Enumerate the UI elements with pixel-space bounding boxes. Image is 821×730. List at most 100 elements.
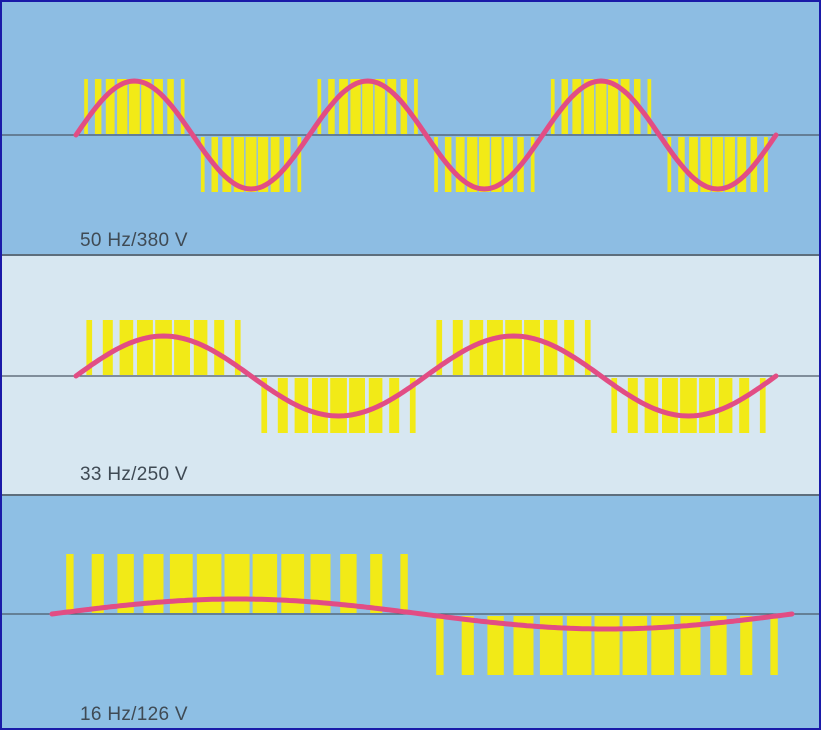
- pwm-pulse-bar: [193, 320, 208, 375]
- pwm-pulse-bar: [436, 320, 443, 375]
- pwm-pulse-bar: [409, 378, 416, 433]
- pwm-pulse-bar: [651, 616, 675, 675]
- pwm-pulse-bar: [504, 137, 513, 192]
- panel-label-16hz: 16 Hz/126 V: [80, 704, 188, 725]
- pwm-pulse-bar: [539, 616, 563, 675]
- pwm-pulse-bar: [622, 616, 648, 675]
- pwm-pulse-bar: [330, 378, 347, 433]
- sine-wave-output: [73, 78, 779, 192]
- pwm-pulse-bar: [233, 137, 245, 192]
- pwm-pulse-bar: [297, 137, 302, 192]
- pwm-pulse-bar: [222, 137, 232, 192]
- pwm-pulse-bar: [487, 616, 504, 675]
- pwm-pulse-bar: [143, 554, 164, 613]
- pwm-pulse-bar: [627, 378, 638, 433]
- pwm-pulse-bar: [564, 320, 575, 375]
- pwm-pulse-bar: [374, 79, 385, 134]
- pwm-pulse-bar: [667, 137, 672, 192]
- pwm-waveform-50hz: [2, 78, 819, 192]
- pwm-waveform-16hz: [2, 554, 819, 675]
- pwm-pulse-bar: [710, 616, 727, 675]
- pwm-pulse-bar: [524, 320, 540, 375]
- pwm-pulse-bar: [759, 378, 766, 433]
- pwm-pulse-bar: [607, 79, 619, 134]
- panel-16hz: 16 Hz/126 V: [2, 496, 819, 728]
- pwm-pulse-bar: [770, 616, 778, 675]
- pwm-pulse-bar: [594, 616, 620, 675]
- pwm-pulse-bar: [362, 79, 374, 134]
- pwm-pulse-bar: [566, 616, 592, 675]
- pwm-pulse-bar: [117, 554, 134, 613]
- pwm-pulse-bar: [491, 137, 502, 192]
- pwm-pulse-bar: [434, 137, 438, 192]
- pwm-pulse-bar: [117, 79, 128, 134]
- panel-label-33hz: 33 Hz/250 V: [80, 464, 188, 485]
- pwm-pulse-bar: [214, 320, 225, 375]
- pwm-pulse-bar: [699, 378, 715, 433]
- pwm-pulse-bar: [469, 320, 484, 375]
- pwm-pulse-bar: [436, 616, 444, 675]
- pwm-pulse-bar: [155, 320, 172, 375]
- pwm-pulse-bar: [312, 378, 328, 433]
- pwm-pulse-bar: [583, 79, 595, 134]
- pwm-pulse-bar: [339, 79, 348, 134]
- pwm-pulse-bar: [647, 79, 652, 134]
- pwm-pulse-bar: [169, 554, 193, 613]
- pwm-pulse-bar: [370, 554, 383, 613]
- pwm-pulse-bar: [414, 79, 418, 134]
- pwm-pulse-bar: [389, 378, 400, 433]
- pwm-pulse-bar: [141, 79, 152, 134]
- pwm-pulse-bar: [455, 137, 465, 192]
- panel-label-50hz: 50 Hz/380 V: [80, 230, 188, 251]
- pwm-pulse-bar: [84, 79, 88, 134]
- pwm-pulse-bar: [620, 79, 630, 134]
- pwm-pulse-bar: [261, 378, 268, 433]
- pwm-pulse-bar: [737, 137, 747, 192]
- pwm-pulse-bar: [224, 554, 250, 613]
- pwm-pulse-bar: [550, 79, 555, 134]
- pwm-pulse-bar: [257, 137, 269, 192]
- pwm-pulse-bar: [680, 616, 701, 675]
- pwm-pulse-bar: [340, 554, 357, 613]
- pwm-pulse-bar: [505, 320, 522, 375]
- sine-wave-output: [49, 596, 795, 632]
- pwm-pulse-bar: [200, 137, 205, 192]
- pwm-pulse-bar: [180, 79, 185, 134]
- pwm-pulse-bar: [572, 79, 582, 134]
- pwm-pulse-bar: [317, 79, 322, 134]
- pwm-pulse-bar: [530, 137, 535, 192]
- pwm-pulse-bar: [310, 554, 331, 613]
- pwm-pulse-bar: [724, 137, 735, 192]
- pwm-pulse-bar: [700, 137, 711, 192]
- pwm-pulse-bar: [154, 79, 163, 134]
- pwm-pulse-bar: [543, 320, 558, 375]
- pwm-pulse-bar: [680, 378, 697, 433]
- pwm-pulse-bar: [764, 137, 768, 192]
- pwm-pulse-bar: [281, 554, 305, 613]
- pwm-pulse-bar: [245, 137, 257, 192]
- pwm-pulse-bar: [91, 554, 104, 613]
- pwm-pulse-bar: [461, 616, 474, 675]
- pwm-pulse-bar: [467, 137, 478, 192]
- panel-divider: [2, 494, 819, 496]
- panel-divider: [2, 254, 819, 256]
- pwm-pulse-bar: [387, 79, 397, 134]
- pwm-pulse-bar: [102, 320, 113, 375]
- pwm-pulse-bar: [128, 79, 140, 134]
- pwm-pulse-bar: [689, 137, 698, 192]
- pwm-pulse-bar: [270, 137, 280, 192]
- pwm-pulse-bar: [595, 79, 607, 134]
- pwm-pulse-bar: [487, 320, 503, 375]
- pwm-pulse-bar: [234, 320, 241, 375]
- pwm-pulse-bar: [196, 554, 222, 613]
- pwm-pulse-bar: [252, 554, 278, 613]
- pwm-pulse-bar: [119, 320, 134, 375]
- pwm-pulse-bar: [277, 378, 288, 433]
- pwm-pulse-bar: [662, 378, 678, 433]
- pwm-pulse-bar: [349, 378, 365, 433]
- pwm-pulse-bar: [66, 554, 74, 613]
- pwm-pulse-bar: [452, 320, 463, 375]
- pwm-pulse-bar: [137, 320, 153, 375]
- pwm-pulse-bar: [739, 378, 750, 433]
